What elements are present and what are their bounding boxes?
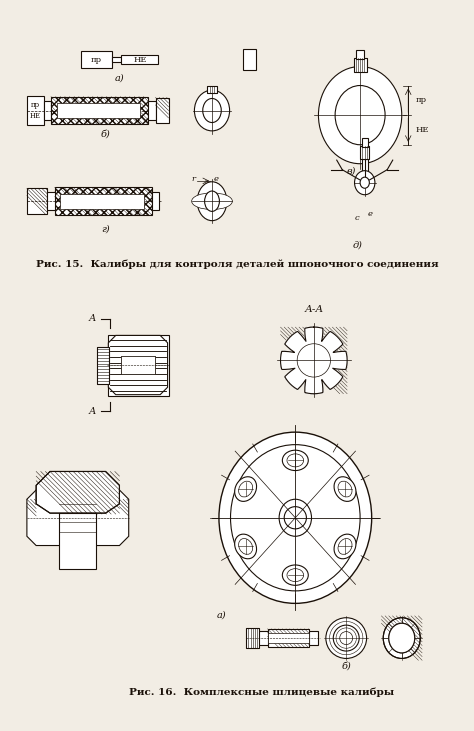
Ellipse shape <box>355 170 375 194</box>
Bar <box>148 102 155 120</box>
Text: а): а) <box>217 610 226 619</box>
Ellipse shape <box>319 67 402 164</box>
Text: А-А: А-А <box>304 305 323 314</box>
Bar <box>362 138 367 147</box>
Bar <box>121 55 158 64</box>
Bar <box>60 194 144 208</box>
Bar <box>47 192 55 211</box>
Polygon shape <box>27 490 129 545</box>
Ellipse shape <box>335 86 385 145</box>
Text: д): д) <box>352 240 362 249</box>
Ellipse shape <box>235 534 256 558</box>
Ellipse shape <box>194 90 229 131</box>
Bar <box>362 159 367 175</box>
Ellipse shape <box>238 481 253 497</box>
Bar <box>97 346 109 384</box>
Text: г): г) <box>101 224 110 233</box>
Text: НЕ: НЕ <box>133 56 146 64</box>
Ellipse shape <box>283 450 308 471</box>
Bar <box>56 103 140 118</box>
Bar <box>267 634 309 643</box>
Bar <box>59 513 96 569</box>
Bar <box>152 192 159 211</box>
Bar <box>44 102 51 120</box>
Bar <box>109 336 169 395</box>
Ellipse shape <box>230 444 360 591</box>
Polygon shape <box>36 471 119 513</box>
Ellipse shape <box>338 539 352 554</box>
Ellipse shape <box>287 569 304 582</box>
Polygon shape <box>281 327 347 394</box>
Ellipse shape <box>334 477 356 501</box>
Polygon shape <box>109 336 168 395</box>
Bar <box>155 97 169 124</box>
Bar <box>246 628 259 648</box>
Bar <box>27 189 47 214</box>
Circle shape <box>326 618 366 659</box>
Ellipse shape <box>219 432 372 603</box>
Text: r: r <box>191 175 195 183</box>
Ellipse shape <box>279 499 311 537</box>
Circle shape <box>284 507 306 529</box>
Bar <box>51 96 148 124</box>
Text: в): в) <box>346 166 356 175</box>
Ellipse shape <box>191 193 232 210</box>
Ellipse shape <box>338 481 352 497</box>
Bar <box>244 50 256 69</box>
Bar <box>354 58 366 72</box>
Ellipse shape <box>389 624 415 653</box>
Ellipse shape <box>197 182 227 221</box>
Text: НЕ: НЕ <box>30 112 41 120</box>
Ellipse shape <box>389 624 415 653</box>
Ellipse shape <box>283 565 308 586</box>
Text: б): б) <box>100 129 110 138</box>
Ellipse shape <box>287 454 304 467</box>
Ellipse shape <box>235 477 256 501</box>
Circle shape <box>333 625 359 651</box>
Ellipse shape <box>238 539 253 554</box>
Polygon shape <box>281 327 347 394</box>
Text: e: e <box>368 211 373 218</box>
Circle shape <box>297 344 330 377</box>
Ellipse shape <box>205 191 219 211</box>
Text: А: А <box>89 407 96 416</box>
Ellipse shape <box>360 177 369 189</box>
Bar <box>309 631 319 645</box>
Bar <box>267 629 309 648</box>
Text: e: e <box>214 175 219 183</box>
Bar <box>112 57 121 62</box>
Ellipse shape <box>383 618 420 659</box>
Bar <box>356 50 364 58</box>
Ellipse shape <box>334 534 356 558</box>
Text: НЕ: НЕ <box>416 126 429 134</box>
Text: c: c <box>355 214 360 222</box>
Circle shape <box>340 632 353 645</box>
Text: пр: пр <box>31 101 40 109</box>
Bar <box>258 631 267 645</box>
Bar <box>208 86 217 93</box>
Text: б): б) <box>341 662 351 670</box>
Text: пр: пр <box>91 56 102 64</box>
Text: Рис. 15.  Калибры для контроля деталей шпоночного соединения: Рис. 15. Калибры для контроля деталей шп… <box>36 260 438 269</box>
Bar <box>121 356 155 374</box>
Bar <box>121 356 155 374</box>
Text: Рис. 16.  Комплексные шлицевые калибры: Рис. 16. Комплексные шлицевые калибры <box>129 687 394 697</box>
Bar <box>360 145 369 159</box>
Text: а): а) <box>115 74 124 83</box>
Ellipse shape <box>203 99 221 123</box>
Bar <box>81 51 112 68</box>
Bar <box>27 96 44 125</box>
Bar <box>55 187 152 215</box>
Text: пр: пр <box>416 96 427 105</box>
Text: А: А <box>89 314 96 323</box>
